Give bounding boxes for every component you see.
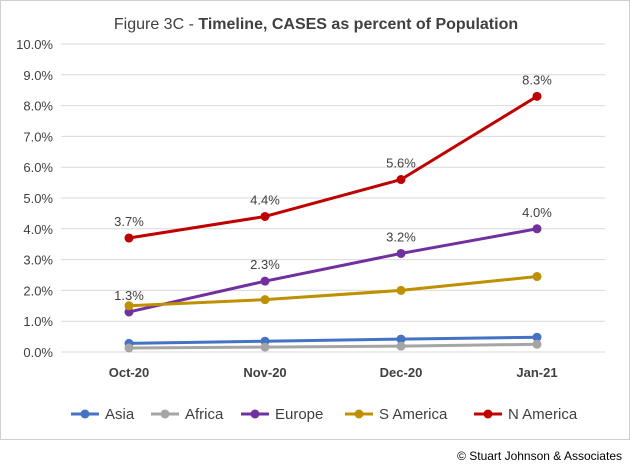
data-label-n-america: 5.6% — [386, 156, 416, 171]
chart-svg: Figure 3C - Timeline, CASES as percent o… — [16, 16, 605, 423]
y-axis-ticks: 0.0% 1.0% 2.0% 3.0% 4.0% 5.0% 6.0% 7.0% 8.0% 9.0%… — [16, 37, 53, 360]
legend: Asia Africa Europe S America N America — [71, 406, 578, 423]
y-tick-label: 5.0% — [23, 191, 53, 206]
series-line-africa — [127, 342, 539, 350]
y-tick-label: 7.0% — [23, 129, 53, 144]
legend-swatch-marker — [160, 409, 170, 419]
data-label-n-america: 3.7% — [114, 214, 144, 229]
legend-item-asia: Asia — [71, 406, 135, 423]
data-point-s-america — [396, 285, 406, 295]
data-point-s-america — [124, 301, 134, 311]
legend-swatch-marker — [354, 409, 364, 419]
data-label-europe: 1.3% — [114, 288, 144, 303]
legend-label: Europe — [275, 406, 323, 423]
data-point-africa — [532, 339, 542, 349]
x-tick-label: Oct-20 — [109, 365, 149, 380]
data-point-asia — [532, 332, 542, 342]
x-axis-ticks: Oct-20 Nov-20 Dec-20 Jan-21 — [109, 365, 558, 380]
data-point-s-america — [260, 295, 270, 305]
y-tick-label: 9.0% — [23, 68, 53, 83]
data-point-n-america — [396, 175, 406, 185]
series-line-europe — [127, 227, 539, 314]
data-label-europe: 4.0% — [522, 205, 552, 220]
data-point-africa — [396, 341, 406, 351]
data-point-europe — [124, 307, 134, 317]
y-tick-label: 3.0% — [23, 253, 53, 268]
legend-swatch-marker — [80, 409, 90, 419]
x-tick-label: Dec-20 — [380, 365, 423, 380]
y-tick-label: 6.0% — [23, 160, 53, 175]
data-point-asia — [396, 334, 406, 344]
legend-label: N America — [508, 406, 578, 423]
data-point-n-america — [532, 91, 542, 101]
data-point-europe — [396, 248, 406, 258]
series-line-asia — [127, 335, 539, 345]
copyright-notice: © Stuart Johnson & Associates — [457, 449, 622, 463]
chart-title-main: Timeline, CASES as percent of Population — [198, 16, 518, 33]
data-point-africa — [260, 342, 270, 352]
y-tick-label: 10.0% — [16, 37, 53, 52]
y-tick-label: 0.0% — [23, 345, 53, 360]
y-tick-label: 2.0% — [23, 283, 53, 298]
series-line-s-america — [127, 275, 539, 308]
y-tick-label: 1.0% — [23, 314, 53, 329]
series-lines — [124, 91, 542, 353]
data-point-n-america — [260, 211, 270, 221]
chart-frame: Figure 3C - Timeline, CASES as percent o… — [0, 0, 630, 440]
legend-item-s-america: S America — [345, 406, 448, 423]
series-line-n-america — [127, 94, 539, 240]
legend-item-n-america: N America — [474, 406, 578, 423]
legend-label: Africa — [185, 406, 224, 423]
legend-swatch-marker — [483, 409, 493, 419]
data-point-s-america — [532, 272, 542, 282]
data-point-africa — [124, 343, 134, 353]
chart-title-prefix: Figure 3C - — [114, 16, 198, 33]
data-point-n-america — [124, 233, 134, 243]
x-tick-label: Jan-21 — [516, 365, 557, 380]
data-label-europe: 3.2% — [386, 229, 416, 244]
legend-label: Asia — [105, 406, 135, 423]
data-point-europe — [260, 276, 270, 286]
y-tick-label: 8.0% — [23, 99, 53, 114]
chart-title: Figure 3C - Timeline, CASES as percent o… — [114, 16, 518, 33]
data-label-europe: 2.3% — [250, 257, 280, 272]
data-labels: 1.3% 2.3% 3.2% 4.0% 3.7% 4.4% 5.6% 8.3% — [114, 72, 552, 303]
legend-swatch-marker — [250, 409, 260, 419]
x-tick-label: Nov-20 — [243, 365, 286, 380]
legend-label: S America — [379, 406, 448, 423]
data-point-europe — [532, 224, 542, 234]
data-label-n-america: 8.3% — [522, 72, 552, 87]
data-label-n-america: 4.4% — [250, 192, 280, 207]
y-tick-label: 4.0% — [23, 222, 53, 237]
legend-item-europe: Europe — [241, 406, 323, 423]
legend-item-africa: Africa — [151, 406, 224, 423]
